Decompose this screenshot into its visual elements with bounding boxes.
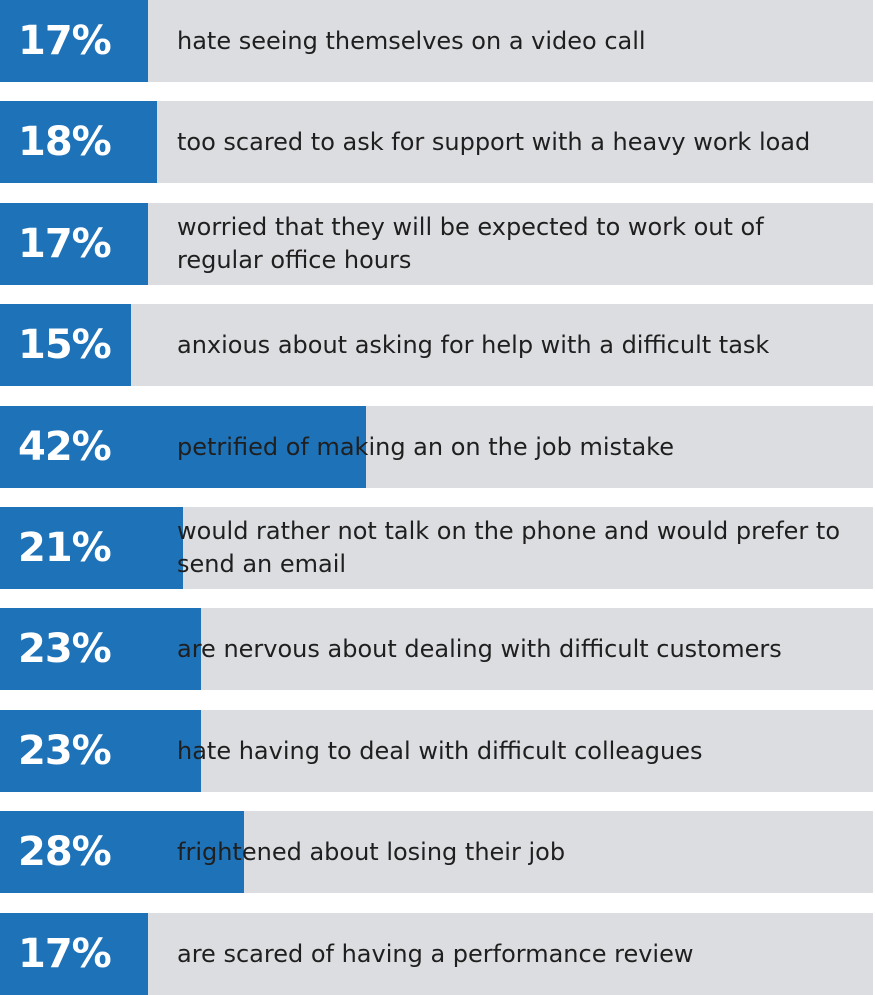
bar-value-label: 17% (18, 18, 112, 64)
bar-value-label: 15% (18, 322, 112, 368)
bar-category-label: are scared of having a performance revie… (177, 913, 845, 995)
bar-category-label: are nervous about dealing with difficult… (177, 608, 845, 690)
bar-category-label-text: petrified of making an on the job mistak… (177, 432, 674, 461)
bar-category-label-text: worried that they will be expected to wo… (177, 213, 764, 274)
bar-value-label: 28% (18, 829, 112, 875)
bar-category-label: too scared to ask for support with a hea… (177, 101, 845, 183)
bar-category-label: frightened about losing their job (177, 811, 845, 893)
bar-value-label: 18% (18, 119, 112, 165)
bar-category-label-text: are scared of having a performance revie… (177, 939, 694, 968)
bar-fill (0, 203, 148, 285)
bar-value-label: 23% (18, 626, 112, 672)
bar-row: 17% worried that they will be expected to… (0, 203, 873, 285)
bar-category-label-text: hate seeing themselves on a video call (177, 26, 646, 55)
bar-value-label: 17% (18, 221, 112, 267)
bar-row: 17% are scared of having a performance re… (0, 913, 873, 995)
bar-row: 23% hate having to deal with difficult co… (0, 710, 873, 792)
bar-value-label: 21% (18, 525, 112, 571)
bar-fill (0, 0, 148, 82)
bar-row: 28% frightened about losing their job (0, 811, 873, 893)
bar-category-label-text: too scared to ask for support with a hea… (177, 127, 811, 156)
bar-fill (0, 913, 148, 995)
bar-row: 21% would rather not talk on the phone an… (0, 507, 873, 589)
bar-value-label: 23% (18, 728, 112, 774)
bar-category-label: hate having to deal with difficult colle… (177, 710, 845, 792)
bar-category-label-text: frightened about losing their job (177, 837, 566, 866)
bar-category-label-text: hate having to deal with difficult colle… (177, 736, 703, 765)
bar-category-label-text: are nervous about dealing with difficult… (177, 634, 782, 663)
bar-fill (0, 710, 201, 792)
bar-row: 23% are nervous about dealing with diffic… (0, 608, 873, 690)
bar-row: 15% anxious about asking for help with a … (0, 304, 873, 386)
bar-fill (0, 304, 131, 386)
bar-category-label: anxious about asking for help with a dif… (177, 304, 845, 386)
bar-category-label-text: anxious about asking for help with a dif… (177, 330, 770, 359)
bar-category-label: hate seeing themselves on a video call (177, 0, 845, 82)
bar-fill (0, 406, 366, 488)
bar-category-label: would rather not talk on the phone and w… (177, 507, 845, 589)
bar-fill (0, 507, 183, 589)
bar-value-label: 17% (18, 931, 112, 977)
bar-category-label: worried that they will be expected to wo… (177, 203, 845, 285)
bar-fill (0, 608, 201, 690)
bar-value-label: 42% (18, 424, 112, 470)
bar-row: 17% hate seeing themselves on a video cal… (0, 0, 873, 82)
bar-row: 42% petrified of making an on the job mis… (0, 406, 873, 488)
bar-category-label-text: would rather not talk on the phone and w… (177, 517, 841, 578)
bar-fill (0, 101, 157, 183)
bar-row: 18% too scared to ask for support with a … (0, 101, 873, 183)
bar-category-label: petrified of making an on the job mistak… (177, 406, 845, 488)
bar-fill (0, 811, 244, 893)
